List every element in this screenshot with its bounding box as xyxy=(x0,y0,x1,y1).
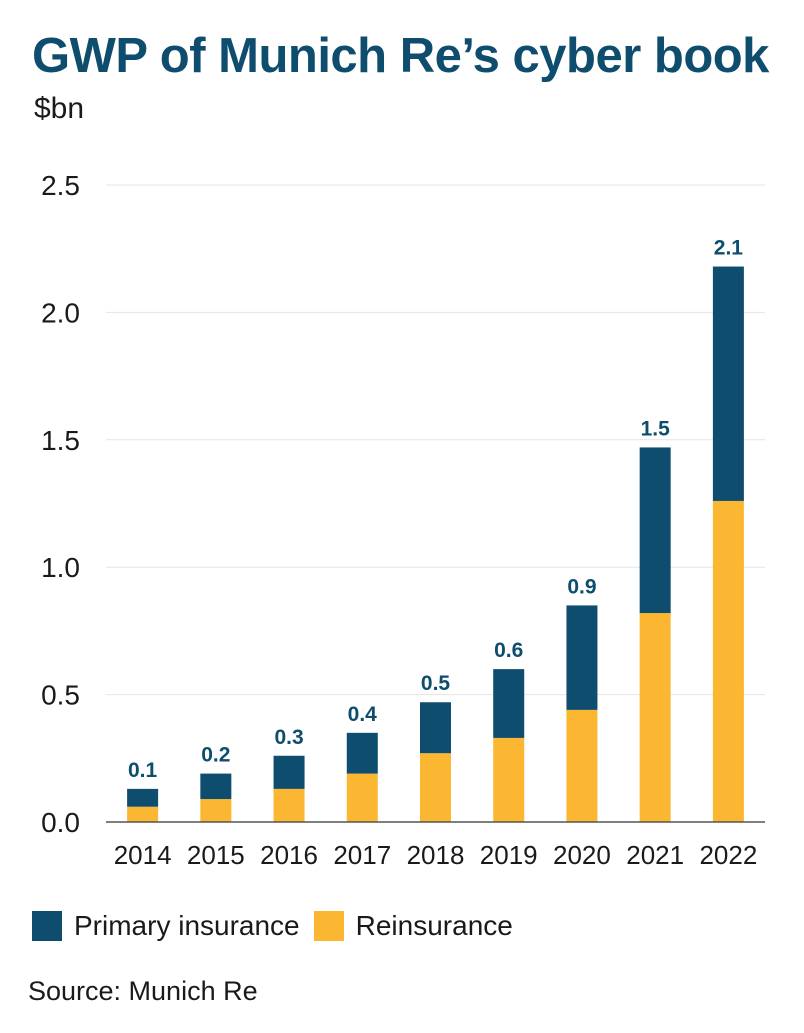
x-tick-label: 2014 xyxy=(114,840,172,870)
bar-primary-insurance xyxy=(273,755,305,789)
bar-reinsurance xyxy=(420,753,451,822)
bar-chart: 0.0 0.5 1.0 1.5 2.0 2.5 0.1 2014 0.2 2015 0.3 2016 0… xyxy=(41,170,765,870)
data-label-total: 0.6 xyxy=(494,639,523,662)
y-tick-label: 1.5 xyxy=(41,425,80,456)
x-tick-label: 2018 xyxy=(407,840,465,870)
y-tick-label: 2.5 xyxy=(41,170,80,201)
bar-reinsurance xyxy=(493,737,525,822)
bar-primary-insurance xyxy=(346,732,378,774)
bar-reinsurance xyxy=(566,709,598,822)
data-label-total: 0.4 xyxy=(348,703,378,726)
x-tick-label: 2022 xyxy=(699,840,757,870)
bar-reinsurance xyxy=(346,773,378,822)
y-tick-label: 1.0 xyxy=(41,552,80,583)
data-label-total: 0.1 xyxy=(128,759,158,782)
bar-primary-insurance xyxy=(493,669,525,738)
bar-primary-insurance xyxy=(127,788,159,807)
y-axis-unit-label: $bn xyxy=(34,92,85,125)
legend-swatch-reinsurance xyxy=(313,911,344,941)
bar-reinsurance xyxy=(639,613,671,822)
legend: Primary insurance Reinsurance xyxy=(32,910,527,942)
chart-title: GWP of Munich Re’s cyber book xyxy=(32,29,769,83)
x-tick-label: 2021 xyxy=(626,840,684,870)
bar-reinsurance xyxy=(200,799,232,822)
bar-primary-insurance xyxy=(639,447,671,614)
legend-swatch-primary xyxy=(32,911,62,941)
data-label-total: 0.3 xyxy=(274,726,303,749)
legend-label-reinsurance: Reinsurance xyxy=(355,910,513,941)
x-tick-label: 2020 xyxy=(553,840,611,870)
data-label-total: 1.5 xyxy=(641,417,671,440)
bar-primary-insurance xyxy=(712,266,744,501)
data-label-total: 0.2 xyxy=(201,744,230,767)
y-tick-label: 0.5 xyxy=(41,680,80,711)
source-note: Source: Munich Re xyxy=(28,976,258,1006)
x-tick-label: 2015 xyxy=(187,840,245,870)
bar-primary-insurance xyxy=(566,605,598,710)
y-tick-label: 0.0 xyxy=(41,807,80,838)
bar-reinsurance xyxy=(273,788,305,822)
bar-primary-insurance xyxy=(200,773,232,800)
bar-reinsurance xyxy=(127,806,159,822)
x-tick-label: 2019 xyxy=(480,840,538,870)
bar-reinsurance xyxy=(712,500,744,822)
data-label-total: 0.5 xyxy=(421,672,451,695)
data-label-total: 0.9 xyxy=(567,575,596,598)
legend-item-reinsurance: Reinsurance xyxy=(313,910,513,942)
x-tick-label: 2017 xyxy=(333,840,391,870)
data-label-total: 2.1 xyxy=(714,237,744,260)
legend-item-primary: Primary insurance xyxy=(32,910,300,942)
legend-label-primary: Primary insurance xyxy=(74,910,300,941)
y-tick-label: 2.0 xyxy=(41,297,80,328)
x-tick-label: 2016 xyxy=(260,840,318,870)
bar-primary-insurance xyxy=(420,702,451,754)
